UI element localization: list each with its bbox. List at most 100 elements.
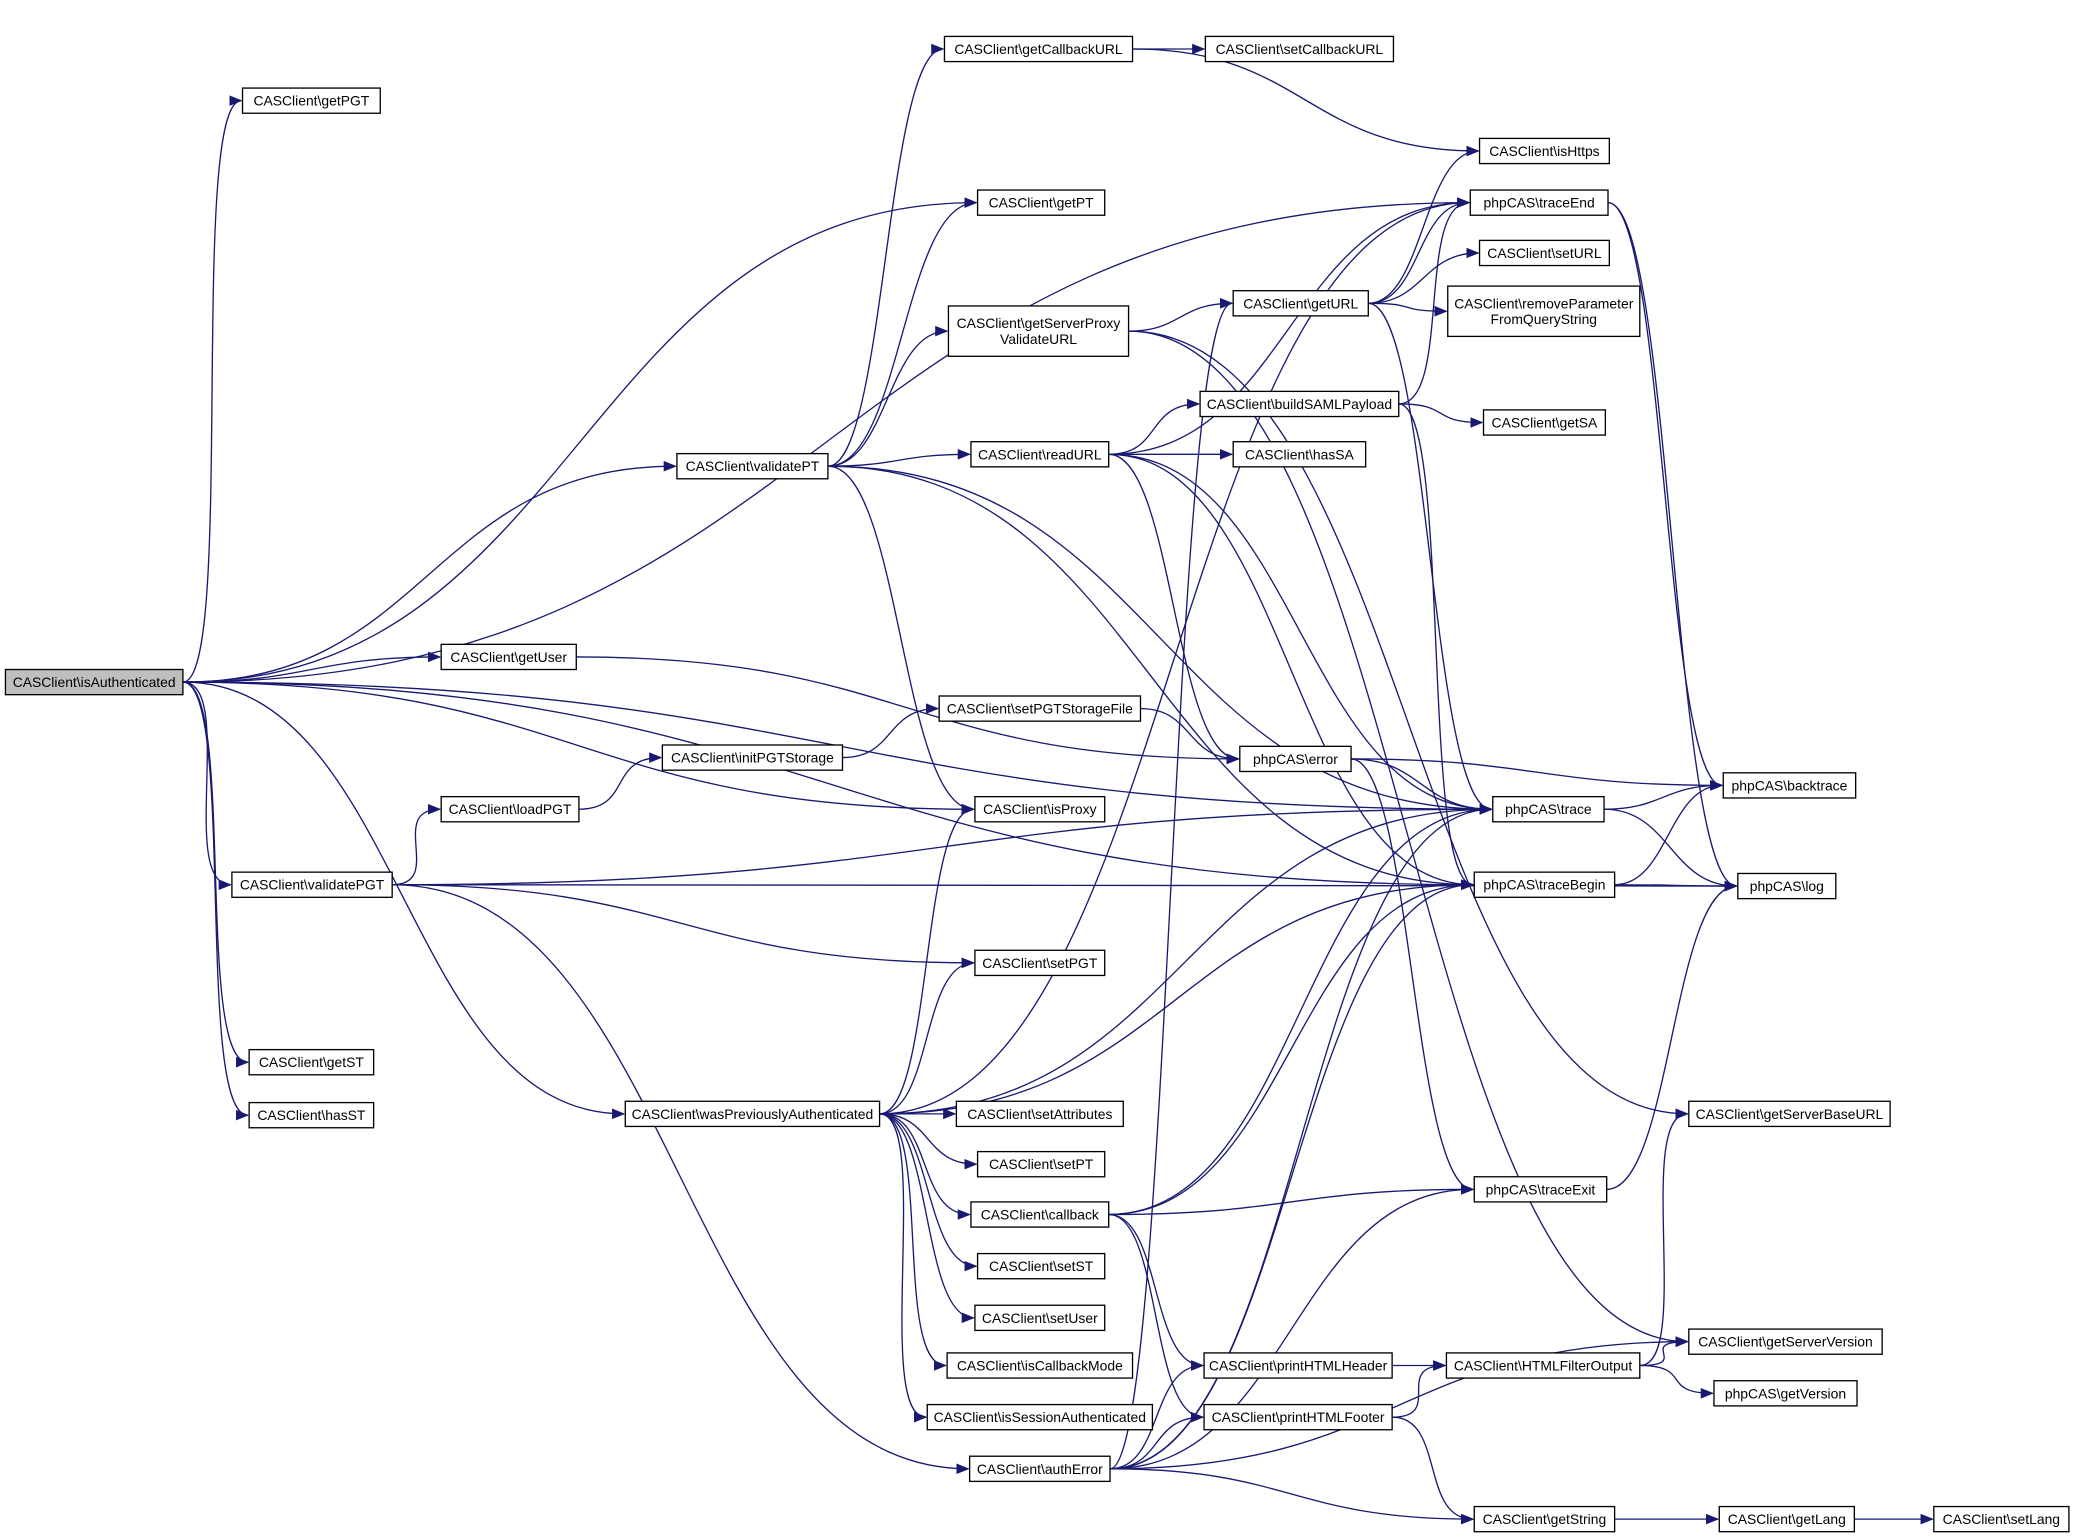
- call-edge-printHTMLFooter-to-HTMLFilterOutput: [1392, 1360, 1447, 1418]
- node-backtrace[interactable]: phpCAS\backtrace: [1722, 772, 1857, 799]
- node-box: [1473, 1176, 1608, 1203]
- node-log[interactable]: phpCAS\log: [1737, 872, 1837, 900]
- node-isAuthenticated[interactable]: CASClient\isAuthenticated: [4, 668, 184, 696]
- node-isHttps[interactable]: CASClient\isHttps: [1478, 137, 1610, 165]
- call-edge-wasPreviouslyAuthenticated-to-callback: [879, 1113, 971, 1220]
- node-label: CASClient\buildSAMLPayload: [1207, 396, 1392, 412]
- node-label: phpCAS\getVersion: [1725, 1385, 1846, 1401]
- call-edge-authError-to-traceExit: [1110, 1184, 1475, 1470]
- node-trace[interactable]: phpCAS\trace: [1492, 795, 1605, 823]
- node-isProxy[interactable]: CASClient\isProxy: [974, 795, 1106, 823]
- call-edge-wasPreviouslyAuthenticated-to-traceBegin: [879, 879, 1475, 1115]
- node-getPT[interactable]: CASClient\getPT: [976, 189, 1106, 216]
- node-hasSA[interactable]: CASClient\hasSA: [1232, 441, 1367, 468]
- node-box: [974, 1304, 1106, 1332]
- node-setCallbackURL[interactable]: CASClient\setCallbackURL: [1204, 35, 1395, 63]
- node-getVersion[interactable]: phpCAS\getVersion: [1713, 1380, 1858, 1407]
- node-getCallbackURL[interactable]: CASClient\getCallbackURL: [943, 35, 1134, 63]
- call-edge-HTMLFilterOutput-to-getServerBaseURL: [1639, 1108, 1689, 1367]
- call-edge-traceEnd-to-backtrace: [1607, 201, 1724, 791]
- node-buildSAMLPayload[interactable]: CASClient\buildSAMLPayload: [1199, 390, 1400, 418]
- node-box: [676, 452, 829, 480]
- node-validatePT[interactable]: CASClient\validatePT: [676, 452, 829, 480]
- node-label: CASClient\getUser: [450, 649, 567, 665]
- call-edge-readURL-to-trace: [1108, 453, 1493, 815]
- call-edge-isAuthenticated-to-isProxy: [182, 681, 975, 815]
- node-traceBegin[interactable]: phpCAS\traceBegin: [1473, 871, 1616, 898]
- node-traceEnd[interactable]: phpCAS\traceEnd: [1469, 189, 1609, 216]
- node-label: CASClient\getCallbackURL: [954, 41, 1123, 57]
- call-edge-traceEnd-to-log: [1607, 201, 1738, 892]
- node-label: phpCAS\traceBegin: [1483, 877, 1605, 893]
- node-setPGT[interactable]: CASClient\setPGT: [974, 949, 1106, 977]
- node-box: [1688, 1100, 1891, 1128]
- node-box: [661, 744, 844, 771]
- node-traceExit[interactable]: phpCAS\traceExit: [1473, 1176, 1608, 1203]
- node-setPGTStorageFile[interactable]: CASClient\setPGTStorageFile: [938, 695, 1142, 722]
- node-readURL[interactable]: CASClient\readURL: [970, 441, 1110, 468]
- node-box: [955, 1100, 1124, 1128]
- call-edge-buildSAMLPayload-to-getSA: [1398, 403, 1484, 428]
- node-authError[interactable]: CASClient\authError: [968, 1455, 1111, 1483]
- node-printHTMLHeader[interactable]: CASClient\printHTMLHeader: [1203, 1352, 1393, 1379]
- node-label: CASClient\setPT: [989, 1156, 1094, 1172]
- node-getSA[interactable]: CASClient\getSA: [1482, 409, 1607, 436]
- node-label: phpCAS\log: [1750, 878, 1824, 894]
- call-edge-wasPreviouslyAuthenticated-to-isProxy: [879, 804, 975, 1115]
- node-callback[interactable]: CASClient\callback: [970, 1201, 1110, 1228]
- node-label: CASClient\initPGTStorage: [671, 750, 834, 766]
- node-getPGT[interactable]: CASClient\getPGT: [241, 87, 381, 114]
- node-label: CASClient\setLang: [1943, 1511, 2060, 1527]
- node-box: [248, 1048, 375, 1076]
- node-label: CASClient\validatePT: [686, 458, 820, 474]
- node-label: CASClient\getServerVersion: [1698, 1334, 1873, 1350]
- node-label: CASClient\printHTMLHeader: [1209, 1357, 1388, 1373]
- node-isCallbackMode[interactable]: CASClient\isCallbackMode: [946, 1352, 1134, 1379]
- node-label: CASClient\isAuthenticated: [13, 674, 176, 690]
- node-box: [1204, 35, 1395, 63]
- node-isSessionAuthenticated[interactable]: CASClient\isSessionAuthenticated: [926, 1403, 1154, 1431]
- call-edge-readURL-to-buildSAMLPayload: [1108, 398, 1201, 455]
- node-getURL[interactable]: CASClient\getURL: [1232, 290, 1369, 317]
- node-box: [241, 87, 381, 114]
- node-setAttributes[interactable]: CASClient\setAttributes: [955, 1100, 1124, 1128]
- node-printHTMLFooter[interactable]: CASClient\printHTMLFooter: [1203, 1403, 1393, 1431]
- node-label: CASClient\readURL: [978, 446, 1102, 462]
- call-edge-isAuthenticated-to-getST: [182, 681, 250, 1068]
- node-setLang[interactable]: CASClient\setLang: [1933, 1505, 2070, 1533]
- node-initPGTStorage[interactable]: CASClient\initPGTStorage: [661, 744, 844, 771]
- node-HTMLFilterOutput[interactable]: CASClient\HTMLFilterOutput: [1445, 1352, 1641, 1379]
- call-edge-callback-to-printHTMLHeader: [1108, 1213, 1205, 1371]
- call-edge-isAuthenticated-to-validatePGT: [182, 681, 232, 890]
- call-edge-wasPreviouslyAuthenticated-to-traceEnd: [879, 197, 1471, 1115]
- node-setUser[interactable]: CASClient\setUser: [974, 1304, 1106, 1332]
- node-error[interactable]: phpCAS\error: [1239, 745, 1352, 773]
- node-box: [1713, 1380, 1858, 1407]
- call-edge-getURL-to-setURL: [1368, 247, 1480, 304]
- node-loadPGT[interactable]: CASClient\loadPGT: [440, 795, 580, 823]
- node-setPT[interactable]: CASClient\setPT: [976, 1150, 1106, 1178]
- call-edge-validatePT-to-readURL: [827, 448, 971, 467]
- node-box: [974, 795, 1106, 823]
- node-wasPreviouslyAuthenticated[interactable]: CASClient\wasPreviouslyAuthenticated: [624, 1100, 881, 1128]
- node-label: phpCAS\traceEnd: [1484, 195, 1595, 211]
- node-getLang[interactable]: CASClient\getLang: [1718, 1505, 1856, 1533]
- node-box: [1933, 1505, 2070, 1533]
- node-getST[interactable]: CASClient\getST: [248, 1048, 375, 1076]
- node-setURL[interactable]: CASClient\setURL: [1478, 239, 1610, 267]
- call-edge-validatePGT-to-loadPGT: [392, 803, 442, 886]
- node-box: [1473, 1505, 1616, 1533]
- node-validatePGT[interactable]: CASClient\validatePGT: [231, 871, 393, 898]
- node-getServerVersion[interactable]: CASClient\getServerVersion: [1688, 1328, 1883, 1355]
- node-box: [1203, 1352, 1393, 1379]
- node-box: [970, 441, 1110, 468]
- call-edge-callback-to-printHTMLFooter: [1108, 1213, 1205, 1423]
- node-getServerBaseURL[interactable]: CASClient\getServerBaseURL: [1688, 1100, 1891, 1128]
- node-getUser[interactable]: CASClient\getUser: [440, 643, 577, 671]
- node-setST[interactable]: CASClient\setST: [976, 1252, 1106, 1280]
- node-label: CASClient\isCallbackMode: [957, 1357, 1123, 1373]
- node-getString[interactable]: CASClient\getString: [1473, 1505, 1616, 1533]
- node-hasST[interactable]: CASClient\hasST: [248, 1101, 375, 1129]
